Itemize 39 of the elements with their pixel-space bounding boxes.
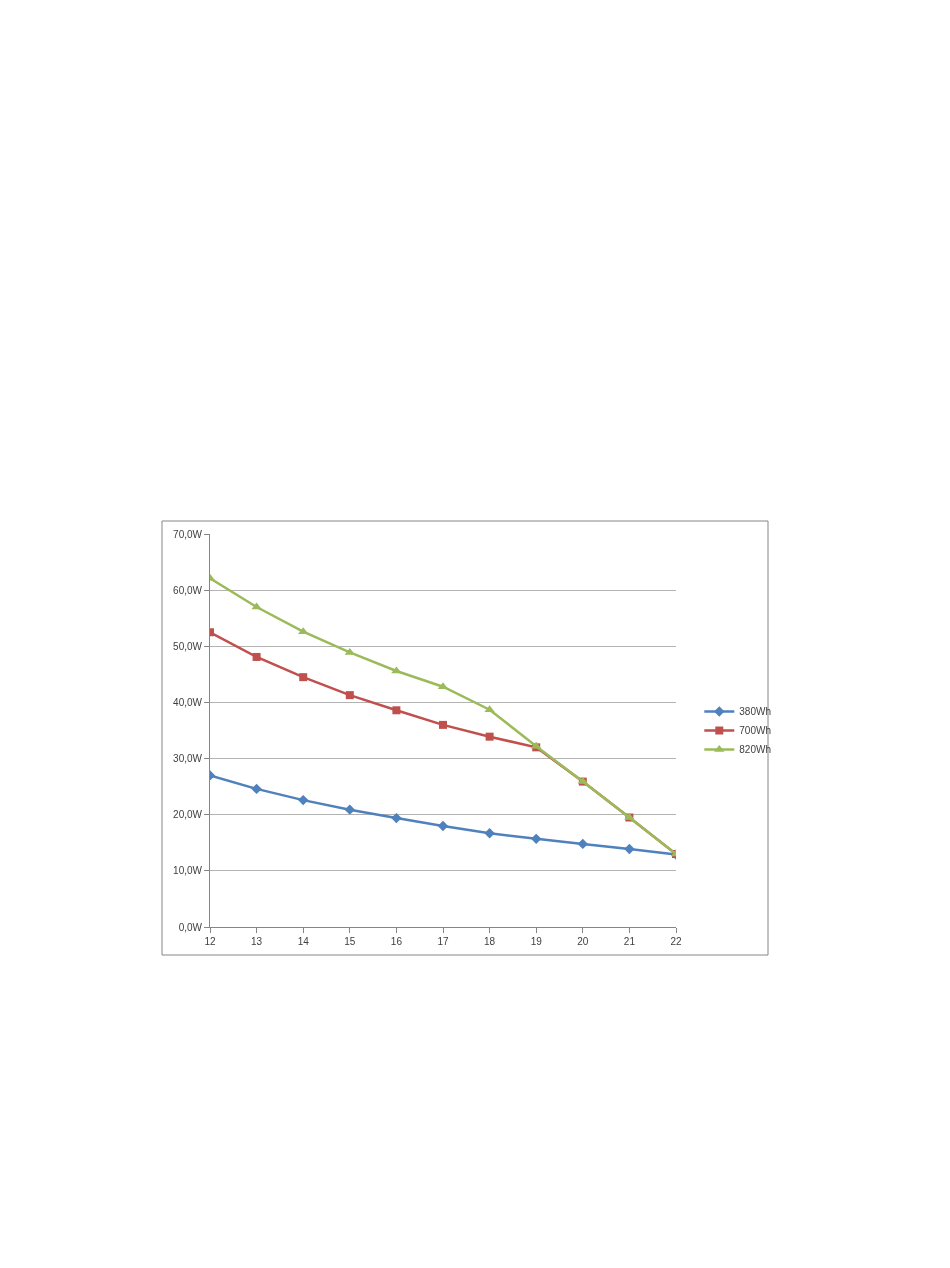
y-tick-label: 60,0W [173, 584, 203, 596]
legend-label: 700Wh [739, 725, 771, 737]
point [531, 833, 542, 845]
x-tick-label: 15 [344, 936, 356, 947]
point [344, 804, 355, 815]
x-tick-label: 22 [670, 936, 682, 947]
y-tick-label: 70,0W [173, 528, 203, 540]
x-tick-label: 21 [623, 936, 636, 947]
legend-label: 380Wh [739, 706, 771, 718]
point [251, 783, 262, 795]
y-tick-label: 20,0W [173, 809, 203, 821]
point [484, 828, 495, 839]
x-tick-label: 19 [530, 936, 543, 947]
y-tick-label: 40,0W [173, 696, 203, 708]
x-tick-label: 20 [577, 936, 589, 947]
y-tick-label: 10,0W [173, 865, 203, 877]
point [391, 812, 402, 824]
x-tick-label: 14 [297, 936, 310, 947]
point [624, 843, 635, 855]
y-tick-label: 30,0W [173, 753, 203, 765]
point [251, 602, 262, 610]
x-tick-label: 12 [204, 936, 216, 947]
x-tick-label: 17 [437, 936, 449, 947]
point [345, 691, 354, 700]
point [299, 673, 308, 682]
y-tick-label: 50,0W [173, 640, 203, 652]
point [439, 720, 447, 729]
point [437, 820, 449, 832]
point [485, 732, 494, 741]
point [344, 647, 355, 655]
point [252, 652, 261, 661]
point [298, 794, 309, 806]
legend-label: 820Wh [739, 744, 771, 756]
x-tick-label: 18 [484, 936, 496, 947]
x-tick-label: 13 [251, 936, 263, 947]
point [392, 706, 401, 715]
y-tick-label: 0,0W [178, 921, 203, 933]
x-tick-label: 16 [390, 936, 403, 947]
point [577, 838, 588, 850]
